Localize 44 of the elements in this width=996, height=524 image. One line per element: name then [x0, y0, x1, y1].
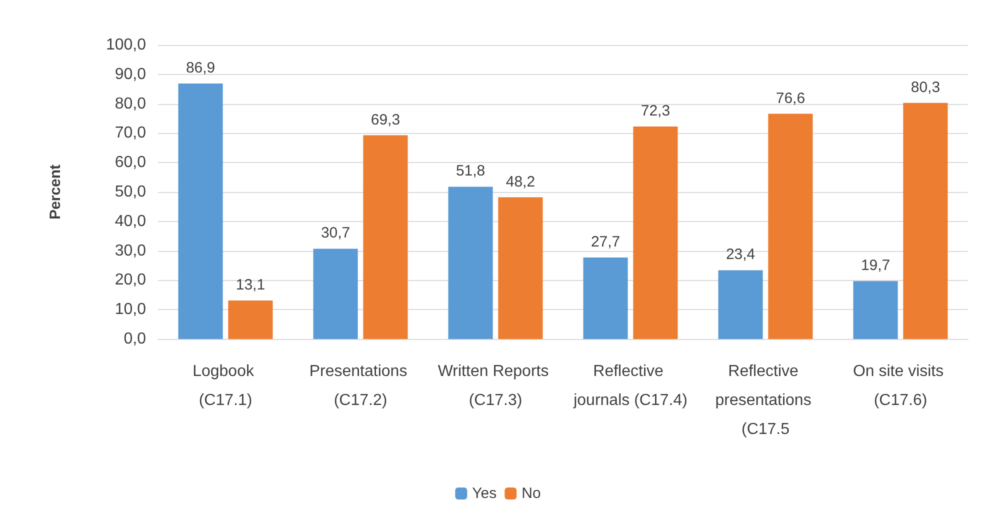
y-tick-label: 30,0 [114, 242, 146, 260]
bar [313, 248, 358, 339]
bar [903, 102, 948, 339]
x-tick-label: Reflective journals (C17.4) [572, 363, 688, 409]
bar [448, 186, 493, 339]
data-label: 51,8 [456, 162, 486, 180]
bar [633, 126, 678, 339]
data-label: 23,4 [726, 246, 756, 264]
y-axis-title: Percent [47, 164, 64, 220]
y-tick-label: 40,0 [114, 212, 146, 230]
data-label: 48,2 [506, 173, 536, 190]
y-tick-label: 80,0 [114, 95, 146, 112]
data-label: 72,3 [640, 102, 670, 120]
x-tick-label: Written Reports (C17.3) [438, 363, 554, 409]
x-tick-label: Reflective presentations (C17.5 [715, 363, 816, 438]
y-tick-label: 60,0 [114, 154, 146, 172]
bar [498, 197, 543, 339]
legend-label: No [522, 485, 541, 502]
data-label: 19,7 [860, 257, 890, 274]
bar [853, 281, 898, 339]
data-label: 69,3 [370, 111, 400, 128]
data-label: 76,6 [776, 90, 806, 107]
bar [178, 84, 223, 339]
bar [768, 114, 813, 339]
data-label: 27,7 [590, 234, 620, 251]
y-tick-label: 50,0 [114, 184, 146, 200]
x-tick-label: On site visits (C17.6) [852, 363, 948, 409]
x-tick-label: Presentations (C17.2) [309, 363, 412, 409]
y-tick-label: 100,0 [106, 36, 146, 54]
data-label: 86,9 [186, 60, 216, 77]
data-label: 80,3 [910, 78, 940, 96]
bar [228, 300, 273, 339]
y-tick-label: 20,0 [114, 272, 146, 289]
data-label: 30,7 [320, 224, 350, 242]
bar [583, 258, 628, 339]
y-tick-label: 0,0 [124, 330, 146, 348]
legend-label: Yes [472, 485, 497, 502]
y-tick-label: 10,0 [114, 301, 146, 318]
bar [718, 270, 763, 339]
x-tick-label: Logbook (C17.1) [192, 363, 258, 409]
data-label: 13,1 [236, 276, 266, 294]
y-tick-label: 90,0 [114, 66, 146, 83]
y-tick-label: 70,0 [114, 124, 146, 142]
bar [363, 135, 408, 339]
